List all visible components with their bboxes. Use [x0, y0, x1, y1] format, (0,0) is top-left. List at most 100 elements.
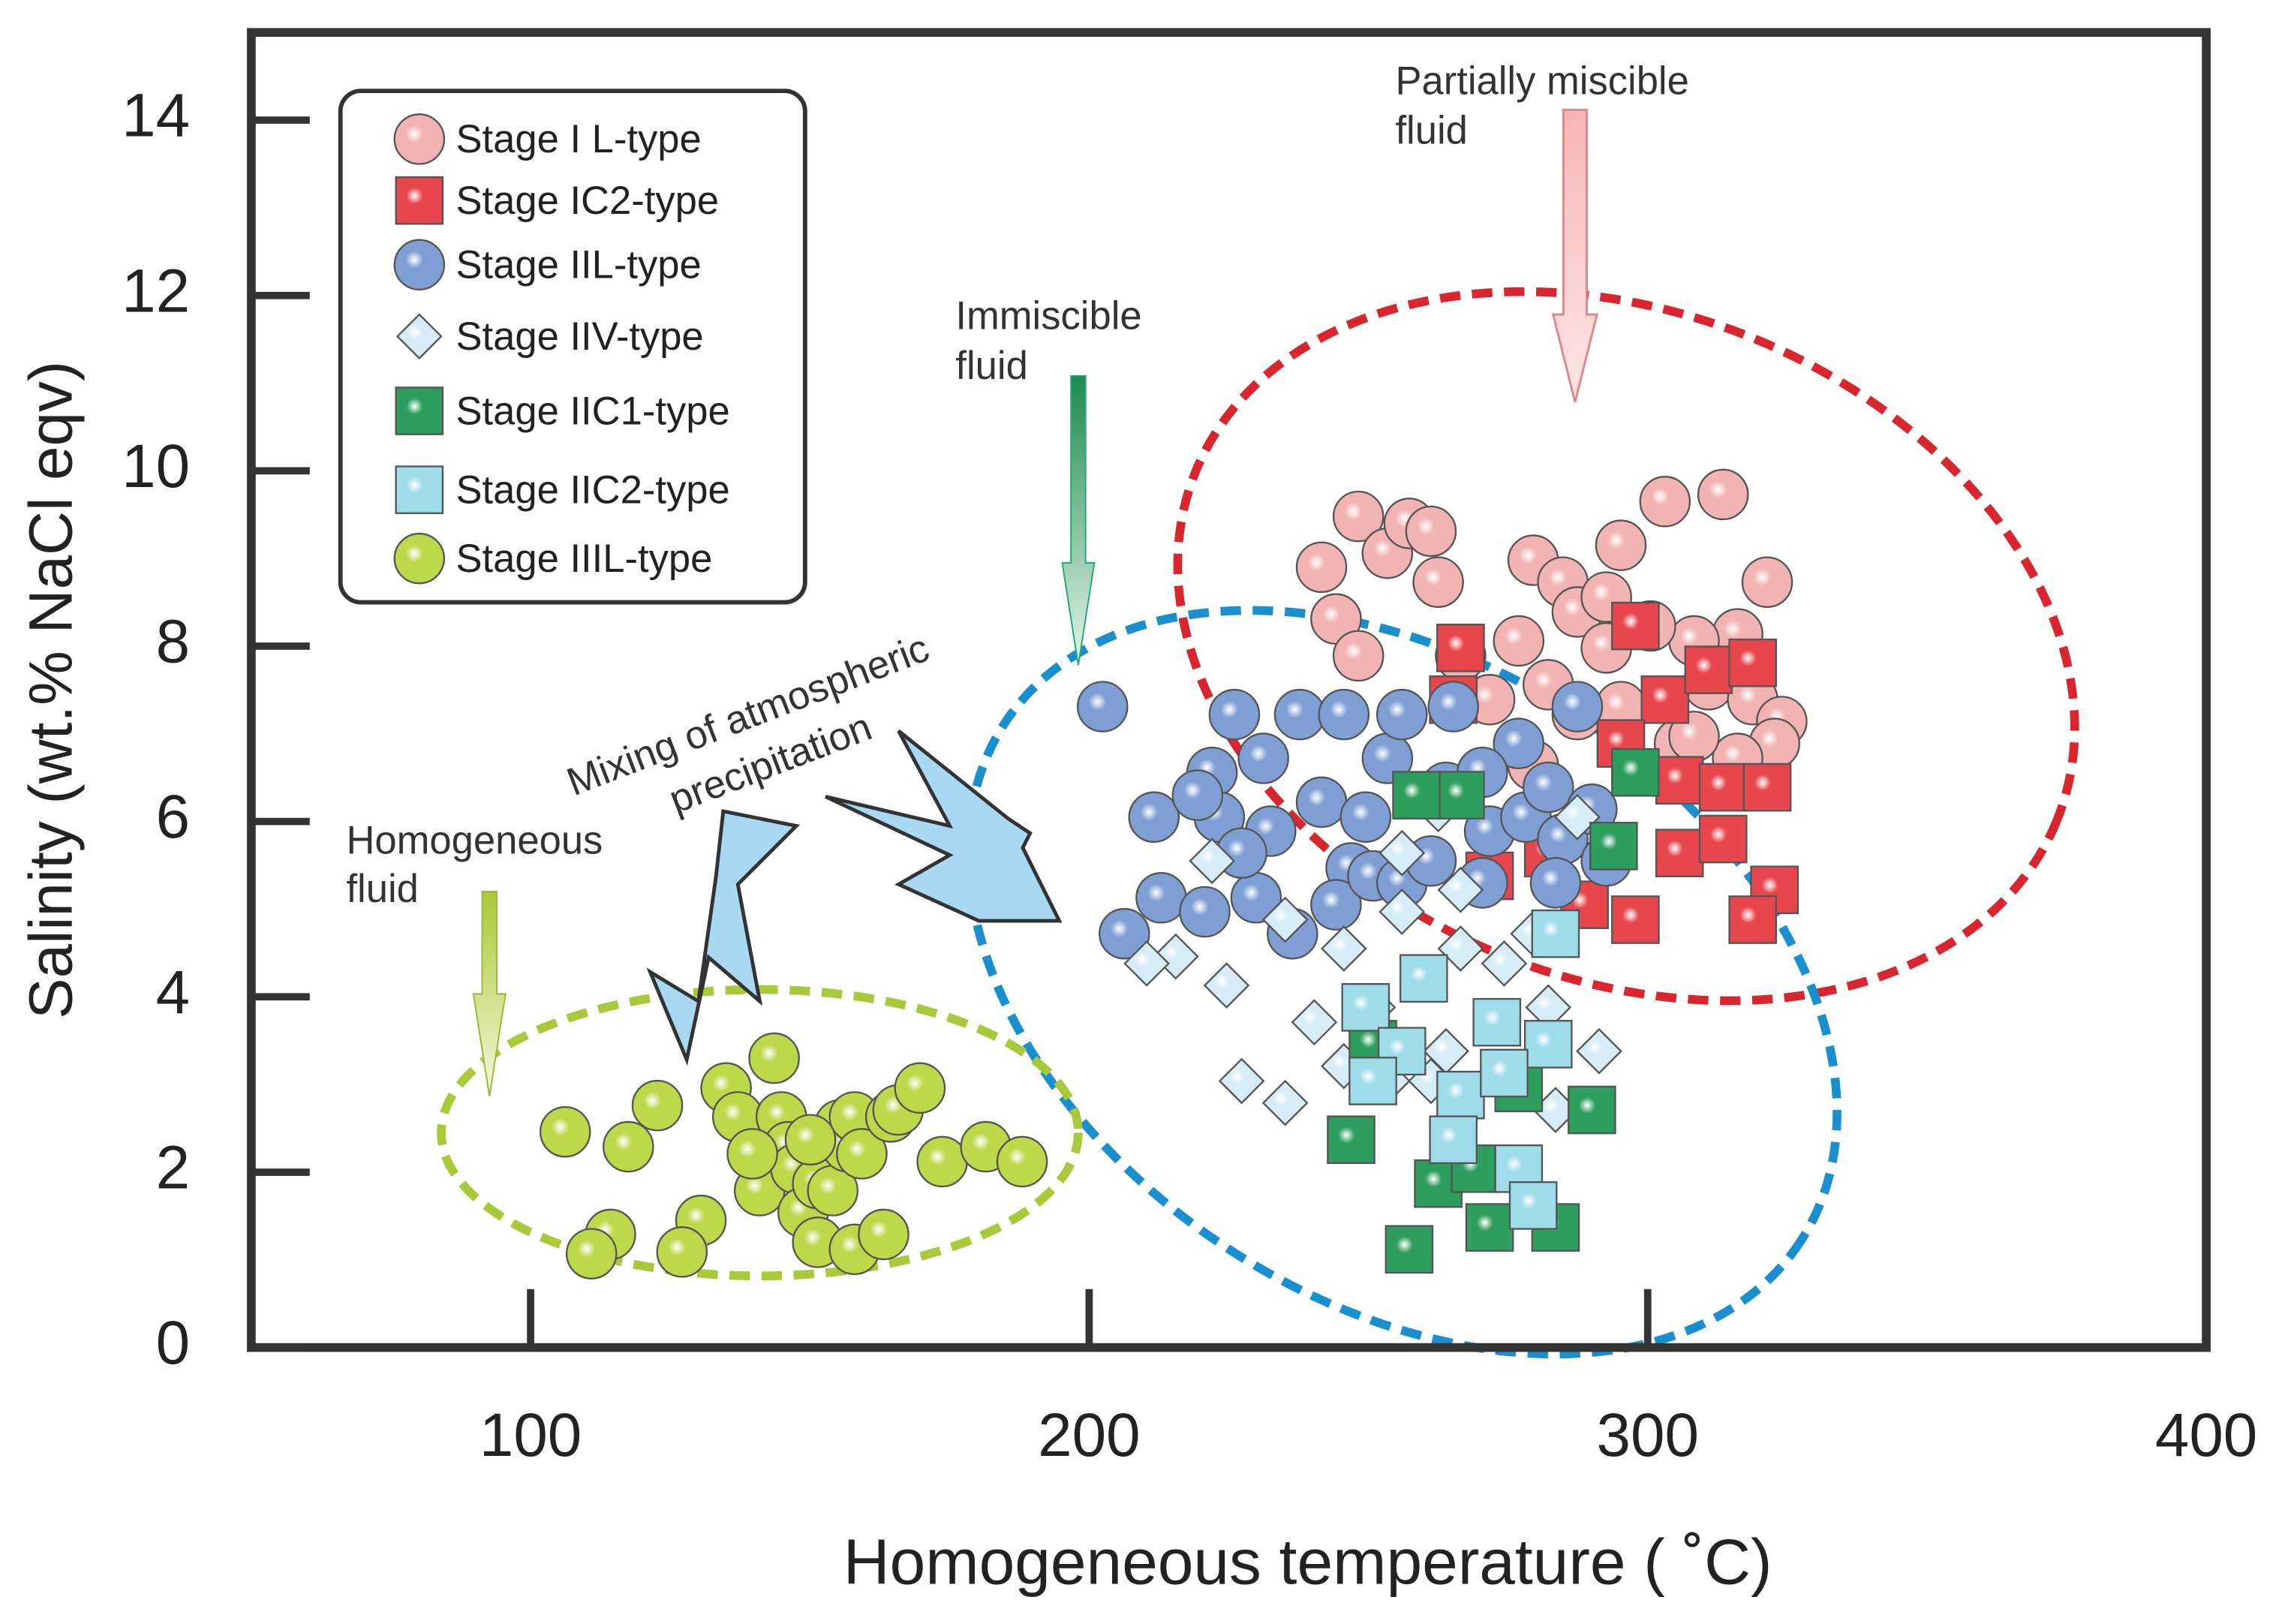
- point: [1465, 1203, 1514, 1252]
- legend-marker: [395, 386, 444, 435]
- point: [726, 1128, 778, 1180]
- y-tick-label: 6: [156, 783, 190, 851]
- legend-marker: [393, 113, 446, 165]
- legend-label: Stage IIC2-type: [455, 468, 729, 512]
- point: [784, 1114, 837, 1165]
- annotation: Immiscible: [955, 294, 1141, 338]
- region-ellipse: [964, 606, 1842, 1359]
- point: [1128, 791, 1180, 844]
- legend-label: Stage IIV-type: [455, 314, 703, 359]
- y-tick-label: 10: [122, 432, 190, 501]
- point: [1341, 983, 1391, 1032]
- point: [1436, 624, 1485, 672]
- point: [1742, 762, 1792, 812]
- legend-marker: [393, 239, 446, 291]
- legend-marker: [395, 313, 443, 360]
- point: [1208, 688, 1261, 741]
- point: [1522, 761, 1574, 814]
- arrow: [472, 891, 507, 1096]
- point: [996, 1135, 1048, 1188]
- plot-frame: [247, 28, 2211, 1352]
- point: [1436, 771, 1485, 820]
- legend-marker: [393, 532, 446, 585]
- point: [1698, 762, 1748, 812]
- point: [1320, 925, 1367, 972]
- y-tick-label: 4: [156, 958, 190, 1027]
- point: [1379, 829, 1426, 877]
- annotation: fluid: [955, 344, 1027, 388]
- point: [1310, 879, 1362, 931]
- point: [565, 1228, 618, 1280]
- point: [1295, 776, 1348, 829]
- point: [1436, 1070, 1485, 1120]
- point: [1171, 769, 1224, 821]
- legend: Stage I L-type Stage IC2-type Stage IIL-ty…: [393, 113, 730, 585]
- point: [1332, 490, 1385, 543]
- legend-marker: [395, 176, 444, 225]
- point: [1698, 814, 1748, 864]
- annotation: fluid: [346, 867, 418, 911]
- point: [1684, 645, 1733, 694]
- point: [1327, 1115, 1376, 1165]
- point: [1385, 1225, 1434, 1274]
- point: [1203, 962, 1250, 1009]
- y-tick-label: 2: [156, 1134, 190, 1202]
- point: [1348, 1057, 1397, 1105]
- legend-label: Stage I L-type: [455, 117, 701, 161]
- point: [1481, 940, 1528, 987]
- legend-box: [338, 89, 807, 605]
- point: [1339, 791, 1392, 844]
- arrow: [1551, 108, 1599, 403]
- point: [656, 1226, 708, 1278]
- annotation: Homogeneous: [346, 819, 603, 863]
- point: [1728, 638, 1777, 687]
- point: [1189, 838, 1236, 885]
- point: [1741, 556, 1793, 608]
- point: [1554, 793, 1601, 841]
- point: [1611, 747, 1660, 797]
- point: [1589, 822, 1638, 871]
- point: [1639, 475, 1691, 528]
- point: [1291, 999, 1338, 1046]
- point: [1728, 895, 1777, 944]
- arrow: [1061, 374, 1096, 666]
- point: [1472, 997, 1522, 1047]
- point: [1655, 829, 1704, 878]
- point: [858, 1208, 909, 1261]
- point: [1123, 940, 1170, 987]
- point: [1480, 1048, 1529, 1098]
- y-tick-label: 0: [156, 1309, 190, 1377]
- point: [1493, 615, 1545, 667]
- x-tick-label: 300: [1597, 1401, 1699, 1469]
- annotation: Partially miscible: [1395, 59, 1688, 103]
- x-tick-label: 100: [480, 1401, 582, 1469]
- point: [1318, 688, 1370, 741]
- point: [1099, 907, 1150, 960]
- point: [1135, 872, 1187, 924]
- point: [1332, 630, 1385, 682]
- x-tick-label: 400: [2155, 1401, 2257, 1469]
- y-axis-label: Salinity (wt.% NaCl eqv): [17, 361, 86, 1019]
- point: [1551, 681, 1604, 732]
- point: [1376, 688, 1428, 741]
- legend-label: Stage IIC1-type: [455, 389, 729, 433]
- point: [1405, 505, 1457, 558]
- point: [1427, 681, 1479, 732]
- point: [1529, 857, 1582, 909]
- marks: [539, 468, 1808, 1280]
- y-tick-label: 8: [156, 608, 190, 676]
- point: [1523, 1020, 1573, 1069]
- arrow: [646, 809, 801, 1066]
- point: [1640, 675, 1690, 724]
- point: [1237, 732, 1289, 784]
- point: [1567, 1085, 1616, 1135]
- point: [1611, 895, 1660, 944]
- point: [1595, 519, 1647, 571]
- x-tick-label: 200: [1038, 1401, 1140, 1469]
- point: [1261, 896, 1309, 943]
- x-axis-label: Homogeneous temperature ( ˚C): [843, 1526, 1772, 1598]
- point: [1493, 717, 1545, 769]
- point: [1429, 1115, 1478, 1165]
- legend-label: Stage IC2-type: [455, 179, 719, 223]
